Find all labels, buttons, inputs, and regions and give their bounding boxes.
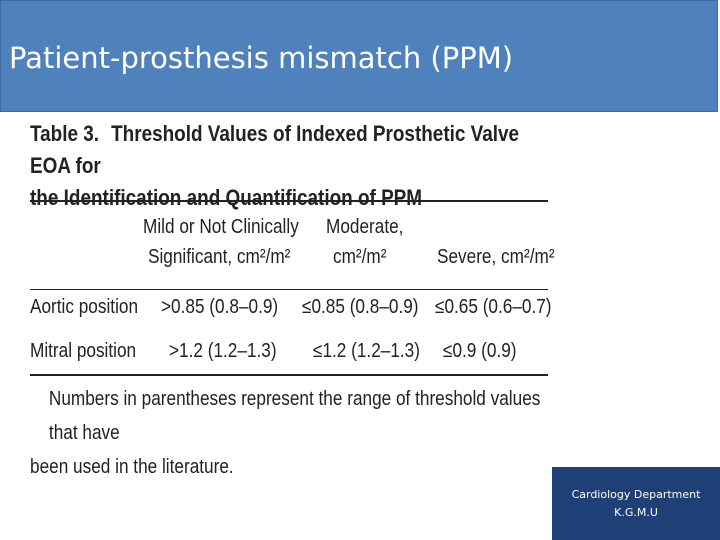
table-header-rule — [30, 289, 548, 290]
row-mitral-moderate: ≤1.2 (1.2–1.3) — [313, 340, 420, 362]
row-mitral-label: Mitral position — [30, 340, 137, 362]
header-mild-line2: Significant, cm²/m² — [148, 246, 291, 268]
table-title-line1: Threshold Values of Indexed Prosthetic V… — [30, 121, 520, 178]
header-mild-line1: Mild or Not Clinically — [143, 216, 299, 238]
table-top-rule — [30, 200, 548, 202]
table-number: Table 3. — [30, 121, 100, 146]
row-mitral-mild: >1.2 (1.2–1.3) — [169, 340, 277, 362]
table-footnote: Numbers in parentheses represent the ran… — [30, 382, 546, 484]
table-title-line2: the Identification and Quantification of… — [30, 185, 423, 210]
table-figure: Table 3. Threshold Values of Indexed Pros… — [30, 118, 555, 478]
table-bottom-rule — [30, 374, 548, 376]
footnote-line2: been used in the literature. — [30, 456, 234, 478]
department-badge: Cardiology Department K.G.M.U — [552, 467, 720, 540]
footnote-line1: Numbers in parentheses represent the ran… — [48, 388, 541, 444]
header-moderate-line1: Moderate, — [326, 216, 404, 238]
table-caption-line1: Table 3. Threshold Values of Indexed Pros… — [30, 118, 546, 182]
slide-title: Patient-prosthesis mismatch (PPM) — [9, 41, 514, 75]
row-aortic-severe: ≤0.65 (0.6–0.7) — [435, 296, 552, 318]
table-caption: Table 3. Threshold Values of Indexed Pros… — [30, 118, 546, 214]
institution-name: K.G.M.U — [614, 506, 658, 519]
slide-title-bar: Patient-prosthesis mismatch (PPM) — [0, 0, 718, 112]
row-aortic-moderate: ≤0.85 (0.8–0.9) — [302, 296, 419, 318]
header-severe: Severe, cm²/m² — [437, 246, 555, 268]
row-aortic-mild: >0.85 (0.8–0.9) — [161, 296, 279, 318]
header-moderate-line2: cm²/m² — [333, 246, 387, 268]
department-name: Cardiology Department — [571, 488, 701, 501]
row-aortic-label: Aortic position — [30, 296, 139, 318]
row-mitral-severe: ≤0.9 (0.9) — [443, 340, 517, 362]
